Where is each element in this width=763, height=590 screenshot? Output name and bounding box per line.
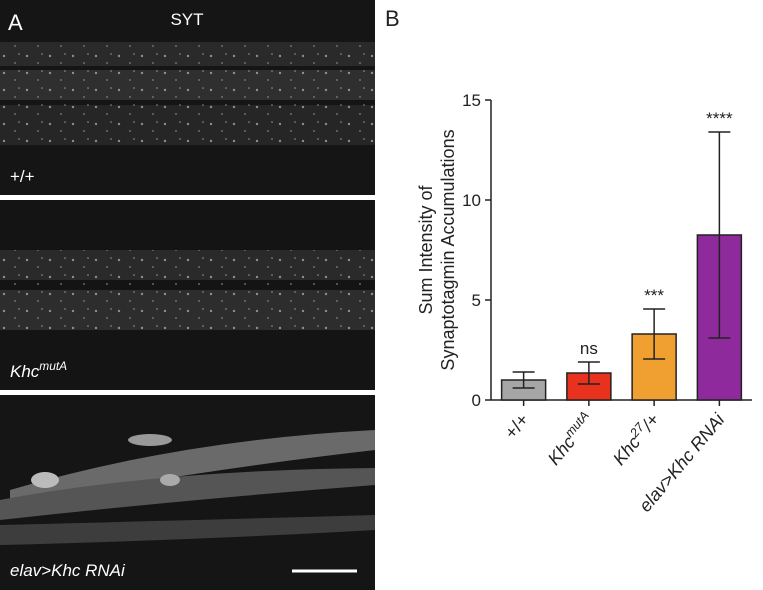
label: KhcmutA [542,408,598,468]
panel-label: B [385,6,400,31]
label-part: +/+ [501,410,533,443]
accumulation [31,472,59,488]
marker-label: SYT [170,10,203,29]
accumulation [128,434,172,446]
label: +/+ [501,410,533,443]
y-tick-label: 15 [462,91,481,110]
significance: ns [580,339,598,358]
image-labels: +/+ KhcmutA elav>Khc RNAi [10,167,126,580]
label-part: +/+ [10,167,35,186]
label: elav>Khc RNAi [10,561,126,580]
y-axis-title: Synaptotagmin Accumulations [438,129,458,370]
label: KhcmutA [10,359,67,381]
label: Khc27/+ [607,408,663,469]
y-tick-label: 5 [472,291,481,310]
label-part: mutA [39,359,67,373]
y-axis-title: Sum Intensity of [416,184,436,314]
micrographs [0,0,375,590]
nerve [0,468,375,520]
y-tick-label: 10 [462,191,481,210]
y-tick-label: 0 [472,391,481,410]
significance: **** [706,109,733,128]
puncta [0,250,375,330]
accumulation [160,474,180,486]
nerve [0,515,375,545]
label-part: mutA [562,408,592,440]
chart: 0 5 10 15 Sum Intensity of Synaptotagmin Accu… [416,91,752,516]
label-part: elav>Khc RNAi [10,561,126,580]
significance: *** [644,286,664,305]
label-part: Khc [10,362,40,381]
puncta [0,42,375,145]
panel-label: A [8,10,23,35]
label: +/+ [10,167,35,186]
